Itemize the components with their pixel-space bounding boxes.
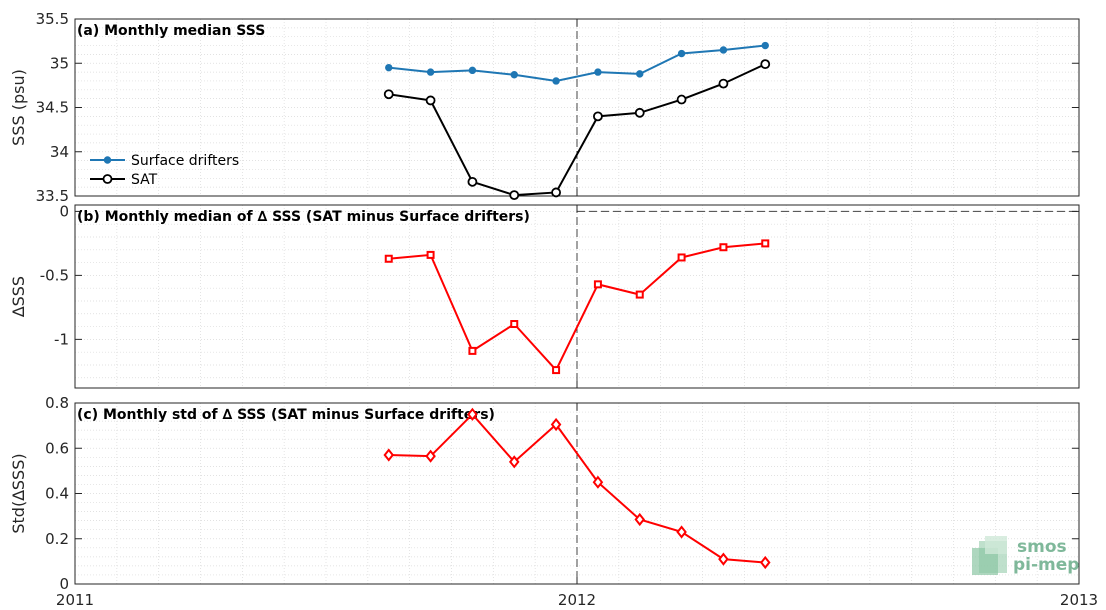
y-tick-label: 0.6 [45, 439, 69, 457]
y-tick-label: 35.5 [36, 10, 69, 28]
data-point [551, 187, 561, 198]
legend-entry: Surface drifters [131, 153, 239, 169]
y-tick-label: 34 [50, 143, 69, 161]
data-point [550, 417, 562, 432]
data-point [552, 366, 561, 375]
data-point [425, 449, 436, 463]
panel-1: -1 -0.5 0 ∆SSS (b) Monthly median of ∆ SSS (… [9, 202, 1080, 389]
data-point [594, 68, 602, 76]
y-tick-label: 0 [59, 575, 69, 593]
data-point [385, 63, 393, 72]
y-tick-label: 0.4 [45, 485, 69, 503]
series-0-1 [383, 59, 771, 201]
y-axis-label: ∆SSS [9, 276, 28, 318]
data-point [509, 190, 520, 201]
y-tick-label: 0 [59, 202, 69, 220]
data-point [383, 448, 395, 462]
y-tick-label: 33.5 [36, 187, 69, 205]
data-point [103, 156, 112, 164]
smos-pimep-logo: smos pi-mep [972, 536, 1079, 575]
data-point [634, 107, 645, 118]
data-point [425, 95, 436, 106]
data-point [718, 552, 729, 566]
data-point [508, 455, 520, 469]
data-point [593, 111, 603, 122]
data-point [102, 174, 113, 184]
logo-mark-3 [985, 536, 1007, 554]
data-point [761, 41, 769, 50]
y-axis-label: Std(∆SSS) [9, 453, 28, 533]
series-line [388, 412, 766, 564]
legend: Surface drifters SAT [90, 153, 239, 188]
series-2-0 [383, 407, 771, 570]
data-point [760, 59, 771, 70]
x-tick-label: 2013 [1060, 591, 1098, 609]
data-point [552, 77, 560, 85]
data-point [718, 78, 729, 89]
data-point [468, 66, 477, 75]
series-line [388, 44, 766, 82]
panel-title: (c) Monthly std of ∆ SSS (SAT minus Surf… [77, 407, 495, 423]
logo-text-pimep: pi-mep [1013, 555, 1079, 575]
y-tick-label: 0.2 [45, 530, 69, 548]
y-tick-label: 35 [50, 54, 69, 72]
data-point [636, 70, 644, 78]
data-point [468, 346, 477, 355]
panel-0: 33.5 34 34.5 35 35.5 SSS (psu) (a) Monthly med… [9, 10, 1080, 205]
y-tick-label: -1 [54, 330, 69, 348]
data-point [676, 525, 687, 539]
data-point [759, 555, 771, 570]
data-point [761, 239, 770, 248]
data-point [384, 254, 393, 263]
y-axis-label: SSS (psu) [9, 69, 28, 146]
series-1-0 [384, 239, 770, 375]
data-point [676, 94, 687, 105]
data-point [510, 320, 519, 329]
data-point [593, 280, 602, 289]
data-point [677, 49, 686, 58]
series-0-0 [385, 41, 769, 85]
data-point [383, 89, 394, 100]
logo-text-smos: smos [1017, 537, 1067, 557]
data-point [467, 176, 478, 187]
data-point [426, 250, 435, 259]
data-point [635, 290, 644, 299]
data-point [467, 407, 478, 421]
y-tick-label: 34.5 [36, 99, 69, 117]
legend-entry: SAT [131, 172, 158, 188]
y-tick-label: 0.8 [45, 394, 69, 412]
x-tick-label: 2012 [558, 591, 596, 609]
data-point [677, 253, 686, 262]
series-line [388, 242, 766, 372]
panel-title: (b) Monthly median of ∆ SSS (SAT minus S… [77, 209, 530, 225]
series-line [388, 63, 766, 197]
data-point [426, 68, 435, 76]
data-point [634, 512, 646, 527]
x-tick-label: 2011 [56, 591, 94, 609]
data-point [719, 243, 728, 252]
panel-2: 0 0.2 0.4 0.6 0.8 2011 2012 2013 Std(∆SSS) (c) Mo… [9, 394, 1098, 609]
data-point [592, 475, 604, 489]
data-point [510, 71, 518, 79]
panel-title: (a) Monthly median SSS [77, 23, 265, 39]
data-point [719, 46, 728, 54]
y-tick-label: -0.5 [40, 266, 69, 284]
